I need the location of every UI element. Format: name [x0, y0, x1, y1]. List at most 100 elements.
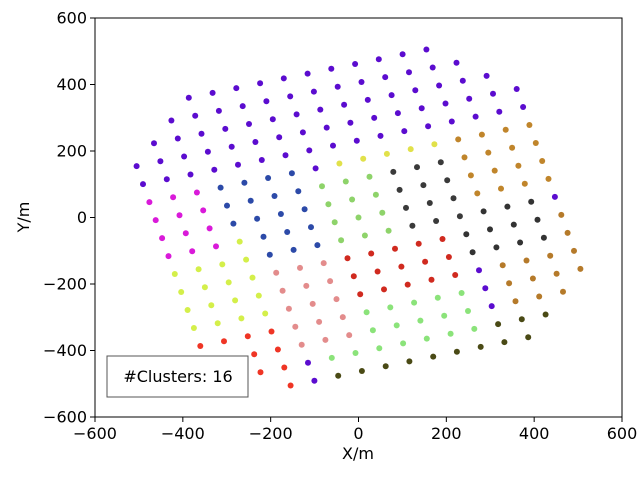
- scatter-point: [371, 114, 378, 121]
- scatter-point: [414, 164, 420, 171]
- scatter-point: [560, 288, 566, 295]
- scatter-point: [382, 363, 389, 370]
- scatter-point: [284, 229, 291, 235]
- scatter-point: [208, 302, 215, 309]
- scatter-point: [290, 246, 297, 253]
- scatter-point: [187, 171, 194, 178]
- scatter-point: [526, 122, 533, 128]
- scatter-point: [536, 293, 543, 300]
- scatter-point: [442, 100, 449, 107]
- scatter-point: [532, 140, 539, 146]
- scatter-point: [133, 163, 140, 170]
- scatter-point: [571, 247, 577, 254]
- scatter-point: [168, 117, 175, 124]
- scatter-point: [450, 195, 457, 202]
- scatter-point: [309, 300, 316, 307]
- scatter-point: [425, 123, 432, 130]
- scatter-point: [415, 240, 422, 247]
- scatter-point: [239, 103, 246, 110]
- scatter-point: [429, 64, 436, 71]
- legend: #Clusters: 16: [106, 355, 249, 398]
- scatter-point: [448, 118, 455, 125]
- scatter-point: [509, 144, 516, 151]
- scatter-point: [204, 148, 211, 155]
- scatter-point: [539, 158, 546, 164]
- scatter-point: [361, 232, 368, 239]
- scatter-point: [499, 262, 506, 269]
- scatter-point: [257, 80, 264, 87]
- scatter-point: [545, 175, 552, 182]
- scatter-point: [269, 116, 276, 123]
- scatter-point: [304, 70, 311, 77]
- scatter-point: [496, 108, 503, 115]
- scatter-point: [480, 208, 487, 215]
- scatter-point: [305, 359, 311, 366]
- scatter-point: [423, 46, 430, 53]
- scatter-point: [418, 105, 425, 112]
- scatter-point: [254, 215, 261, 222]
- scatter-point: [478, 131, 485, 138]
- scatter-point: [281, 364, 288, 371]
- scatter-point: [193, 189, 200, 196]
- x-tick-label: 600: [607, 424, 638, 443]
- scatter-point: [140, 181, 146, 188]
- scatter-point: [285, 305, 292, 312]
- scatter-point: [358, 79, 365, 85]
- scatter-point: [423, 335, 430, 342]
- scatter-point: [262, 310, 269, 317]
- scatter-point: [411, 299, 418, 306]
- scatter-point: [157, 158, 164, 165]
- scatter-point: [258, 157, 265, 163]
- scatter-point: [174, 135, 181, 142]
- scatter-point: [542, 311, 549, 318]
- x-axis: −600 −400 −200 0 200 400 600: [73, 417, 637, 443]
- scatter-point: [520, 104, 527, 110]
- scatter-point: [333, 296, 340, 303]
- scatter-point: [325, 201, 332, 208]
- scatter-point: [165, 253, 172, 260]
- scatter-point: [279, 287, 286, 294]
- scatter-point: [288, 170, 295, 177]
- scatter-point: [488, 303, 495, 310]
- y-tick-label: 400: [56, 75, 87, 94]
- scatter-point: [428, 276, 435, 283]
- scatter-point: [547, 252, 554, 259]
- y-tick-label: 600: [56, 9, 87, 28]
- x-tick-label: −400: [161, 424, 205, 443]
- scatter-point: [379, 209, 386, 216]
- scatter-point: [330, 142, 336, 149]
- scatter-point: [491, 167, 498, 174]
- scatter-point: [471, 325, 478, 332]
- scatter-point: [406, 358, 413, 365]
- scatter-point: [455, 136, 462, 143]
- scatter-point: [342, 178, 349, 185]
- legend-box: [106, 355, 249, 398]
- scatter-point: [521, 180, 528, 187]
- scatter-point: [189, 248, 196, 255]
- scatter-point: [280, 75, 287, 82]
- scatter-point: [434, 294, 441, 301]
- scatter-point: [474, 190, 481, 197]
- scatter-point: [393, 322, 400, 329]
- scatter-point: [376, 345, 383, 352]
- scatter-point: [201, 284, 208, 291]
- scatter-point: [357, 291, 364, 298]
- scatter-point: [375, 56, 382, 63]
- scatter-point: [515, 162, 522, 169]
- scatter-point: [171, 271, 178, 277]
- scatter-point: [184, 307, 191, 313]
- scatter-point: [456, 213, 463, 220]
- scatter-point: [466, 95, 473, 102]
- scatter-point: [316, 318, 323, 325]
- scatter-point: [314, 242, 321, 249]
- scatter-point: [222, 125, 229, 132]
- scatter-point: [387, 304, 394, 311]
- scatter-point: [151, 140, 157, 147]
- scatter-point: [339, 314, 346, 321]
- scatter-point: [312, 165, 319, 172]
- scatter-point: [518, 316, 525, 323]
- scatter-point: [382, 74, 389, 81]
- scatter-point: [366, 173, 373, 180]
- scatter-point: [495, 321, 502, 328]
- scatter-point: [320, 260, 327, 267]
